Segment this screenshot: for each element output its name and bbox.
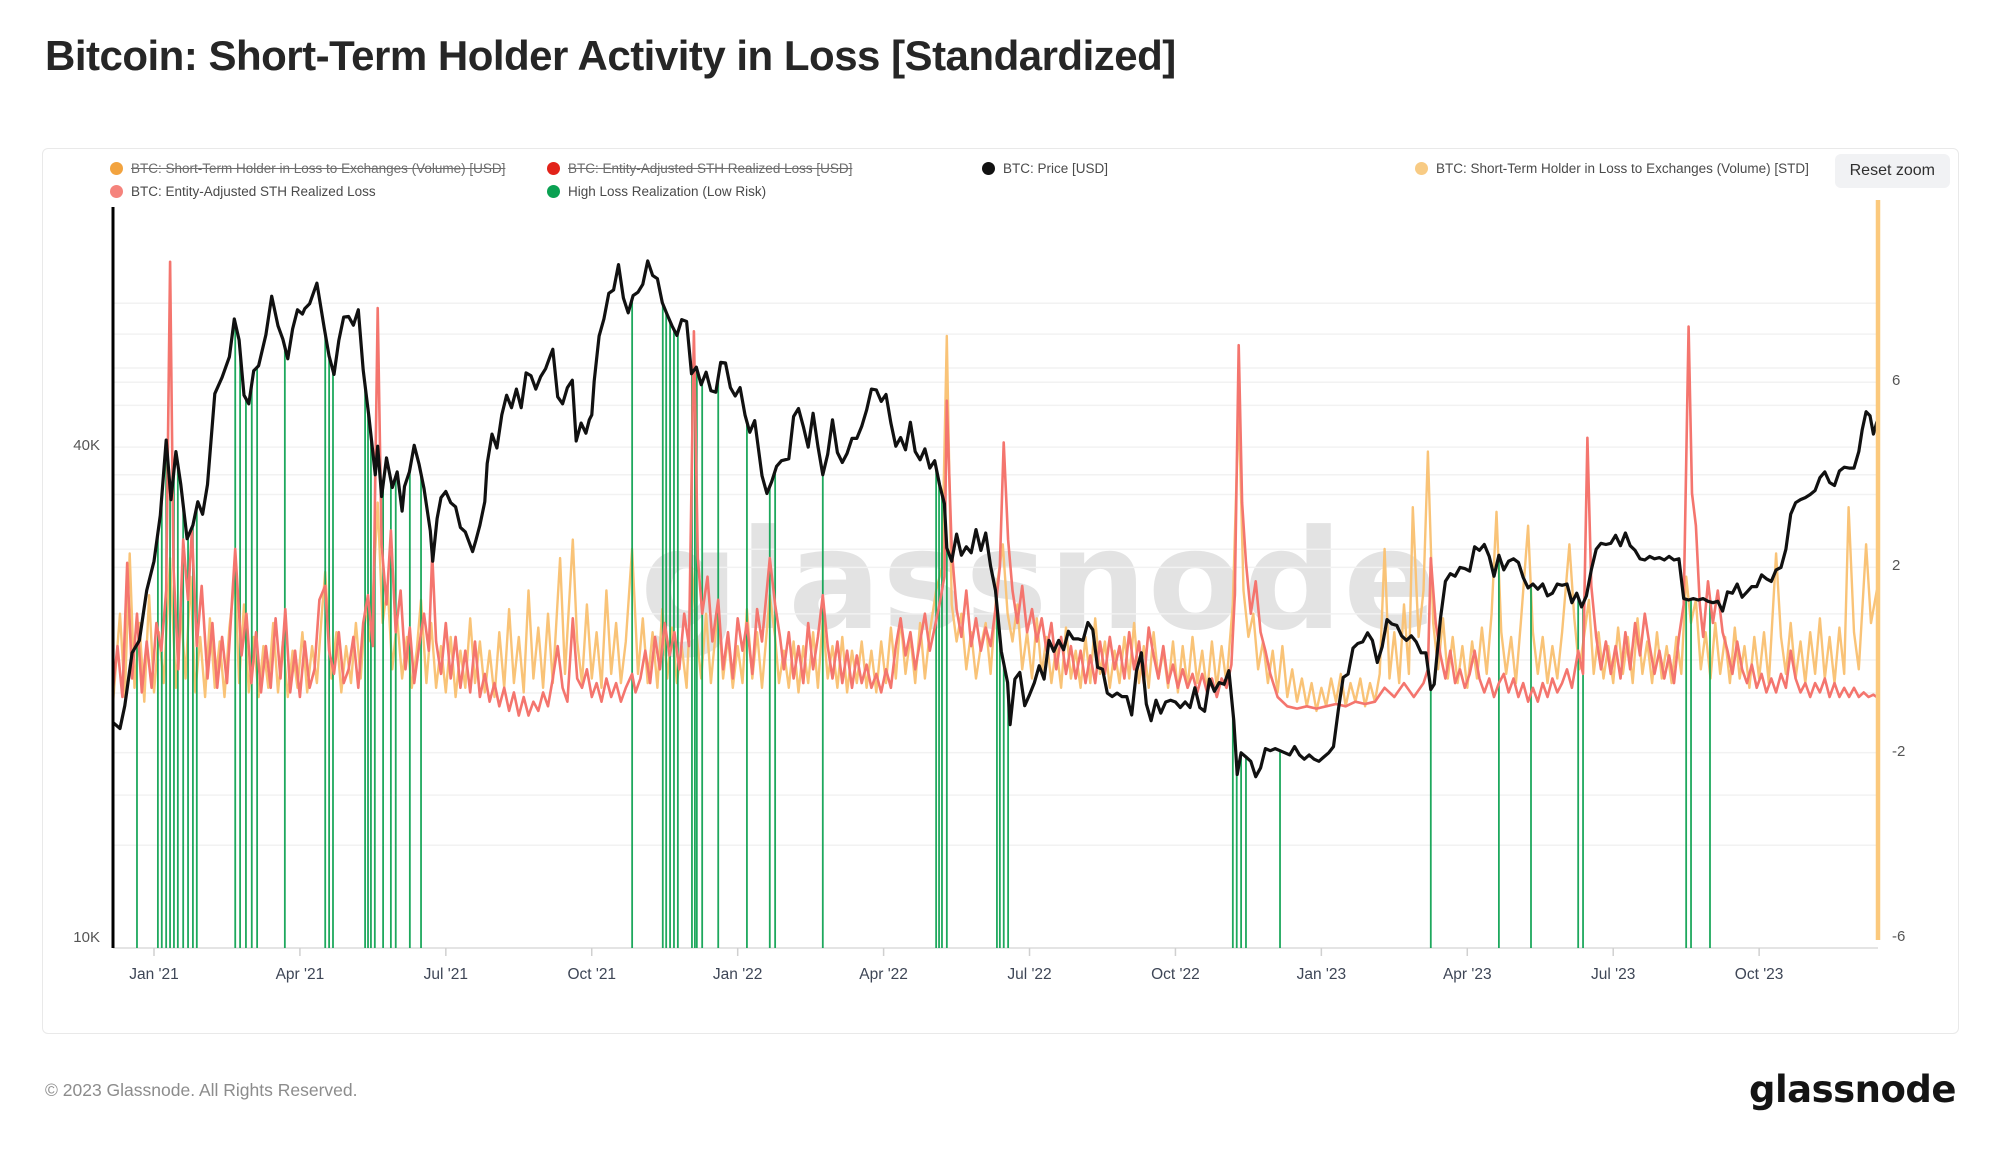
x-axis-label: Apr '22: [859, 966, 908, 983]
y-axis-right-label: 6: [1892, 372, 1901, 390]
reset-zoom-button[interactable]: Reset zoom: [1834, 154, 1950, 188]
x-axis-label: Jul '22: [1007, 966, 1052, 983]
legend-dot-icon: [110, 185, 123, 198]
legend-dot-icon: [110, 162, 123, 175]
legend-item-label: BTC: Short-Term Holder in Loss to Exchan…: [1436, 161, 1809, 176]
y-axis-right-label: 2: [1892, 557, 1901, 575]
legend-item-3[interactable]: BTC: Price [USD]: [982, 161, 1108, 176]
page-title: Bitcoin: Short-Term Holder Activity in L…: [45, 32, 1176, 79]
legend-item-label: BTC: Entity-Adjusted STH Realized Loss: [131, 184, 376, 199]
legend-item-2[interactable]: BTC: Entity-Adjusted STH Realized Loss […: [547, 161, 852, 176]
x-axis-label: Jan '21: [129, 966, 179, 983]
y-axis-right-label: -2: [1892, 742, 1906, 760]
copyright-text: © 2023 Glassnode. All Rights Reserved.: [45, 1080, 358, 1100]
x-axis-label: Oct '23: [1734, 966, 1784, 983]
legend-item-label: BTC: Short-Term Holder in Loss to Exchan…: [131, 161, 506, 176]
glassnode-logo: glassnode: [1748, 1068, 1957, 1111]
legend-item-4[interactable]: BTC: Short-Term Holder in Loss to Exchan…: [1415, 161, 1809, 176]
x-axis-label: Oct '22: [1151, 966, 1200, 983]
legend-item-label: BTC: Price [USD]: [1003, 161, 1109, 176]
legend-dot-icon: [1415, 162, 1428, 175]
y-axis-right-label: -6: [1892, 927, 1906, 945]
x-axis-label: Jul '21: [423, 966, 468, 983]
x-axis-label: Oct '21: [567, 966, 617, 983]
x-axis-label: Apr '23: [1442, 966, 1492, 983]
chart-card: [42, 148, 1959, 1034]
x-axis-label: Jul '23: [1591, 966, 1636, 983]
legend-dot-icon: [547, 185, 560, 198]
legend-item-label: High Loss Realization (Low Risk): [568, 184, 767, 199]
legend-item-5[interactable]: BTC: Entity-Adjusted STH Realized Loss: [110, 184, 376, 199]
legend-item-6[interactable]: High Loss Realization (Low Risk): [547, 184, 766, 199]
legend-item-1[interactable]: BTC: Short-Term Holder in Loss to Exchan…: [110, 161, 505, 176]
x-axis-label: Jan '23: [1296, 966, 1347, 983]
y-axis-left-label: 10K: [73, 929, 100, 946]
x-axis-label: Apr '21: [275, 966, 325, 983]
y-axis-left-label: 40K: [73, 437, 100, 455]
x-axis-label: Jan '22: [712, 966, 763, 983]
legend-dot-icon: [547, 162, 560, 175]
legend-dot-icon: [982, 162, 995, 175]
legend-item-label: BTC: Entity-Adjusted STH Realized Loss […: [568, 161, 853, 176]
